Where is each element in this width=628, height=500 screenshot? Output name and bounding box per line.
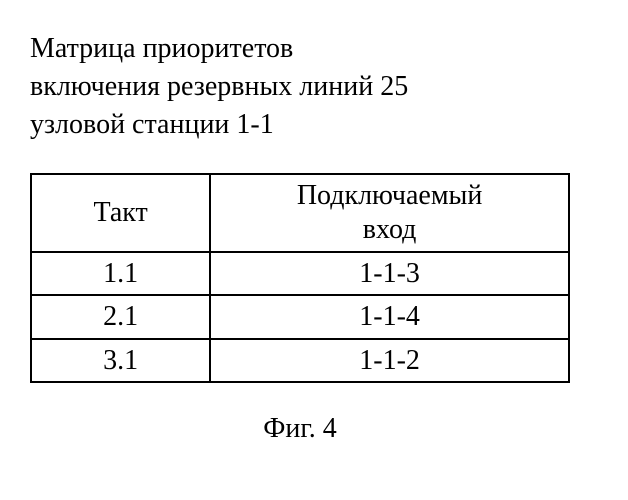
table-row: 3.1 1-1-2 [31,339,569,383]
table-header-row: Такт Подключаемый вход [31,174,569,251]
cell-takt: 2.1 [31,295,210,339]
table-row: 2.1 1-1-4 [31,295,569,339]
title-line-1: Матрица приоритетов [30,30,598,68]
priority-matrix-table: Такт Подключаемый вход 1.1 1-1-3 2.1 1-1… [30,173,570,383]
cell-input: 1-1-2 [210,339,569,383]
column-header-takt: Такт [31,174,210,251]
column-header-input: Подключаемый вход [210,174,569,251]
title-line-2: включения резервных линий 25 [30,68,598,106]
table-row: 1.1 1-1-3 [31,252,569,296]
cell-takt: 1.1 [31,252,210,296]
header-input-line2: вход [363,214,417,245]
title-line-3: узловой станции 1-1 [30,106,598,144]
figure-caption: Фиг. 4 [30,413,570,445]
cell-input: 1-1-4 [210,295,569,339]
header-input-line1: Подключаемый [297,180,483,211]
cell-takt: 3.1 [31,339,210,383]
cell-input: 1-1-3 [210,252,569,296]
title-block: Матрица приоритетов включения резервных … [30,30,598,143]
